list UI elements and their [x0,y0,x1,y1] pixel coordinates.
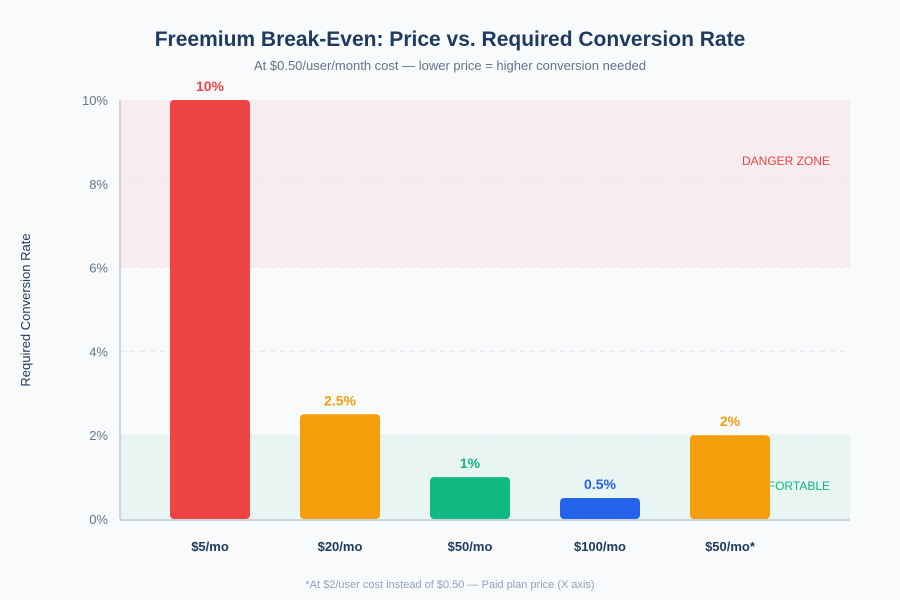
y-tick-label: 2% [89,428,108,443]
x-tick-label: $5/mo [191,539,229,554]
zone-label: DANGER ZONE [742,154,830,168]
y-axis-label: Required Conversion Rate [18,233,33,386]
chart-title: Freemium Break-Even: Price vs. Required … [155,28,746,51]
y-tick-label: 8% [89,177,108,192]
data-label: 2% [720,413,741,429]
bar [430,477,510,519]
y-tick-label: 6% [89,261,108,276]
data-label: 10% [196,78,225,94]
bar [170,100,250,519]
data-label: 0.5% [584,476,616,492]
bar [560,498,640,519]
y-tick-label: 4% [89,344,108,359]
x-tick-label: $100/mo [574,539,626,554]
y-tick-label: 0% [89,512,108,527]
bar [690,435,770,519]
x-tick-label: $50/mo [448,539,493,554]
bar [300,414,380,519]
data-label: 1% [460,455,481,471]
chart-subtitle: At $0.50/user/month cost — lower price =… [254,58,646,73]
footnote: *At $2/user cost instead of $0.50 — Paid… [305,579,594,591]
x-tick-label: $20/mo [318,539,363,554]
data-label: 2.5% [324,392,356,408]
y-tick-label: 10% [82,93,108,108]
x-tick-label: $50/mo* [705,539,756,554]
